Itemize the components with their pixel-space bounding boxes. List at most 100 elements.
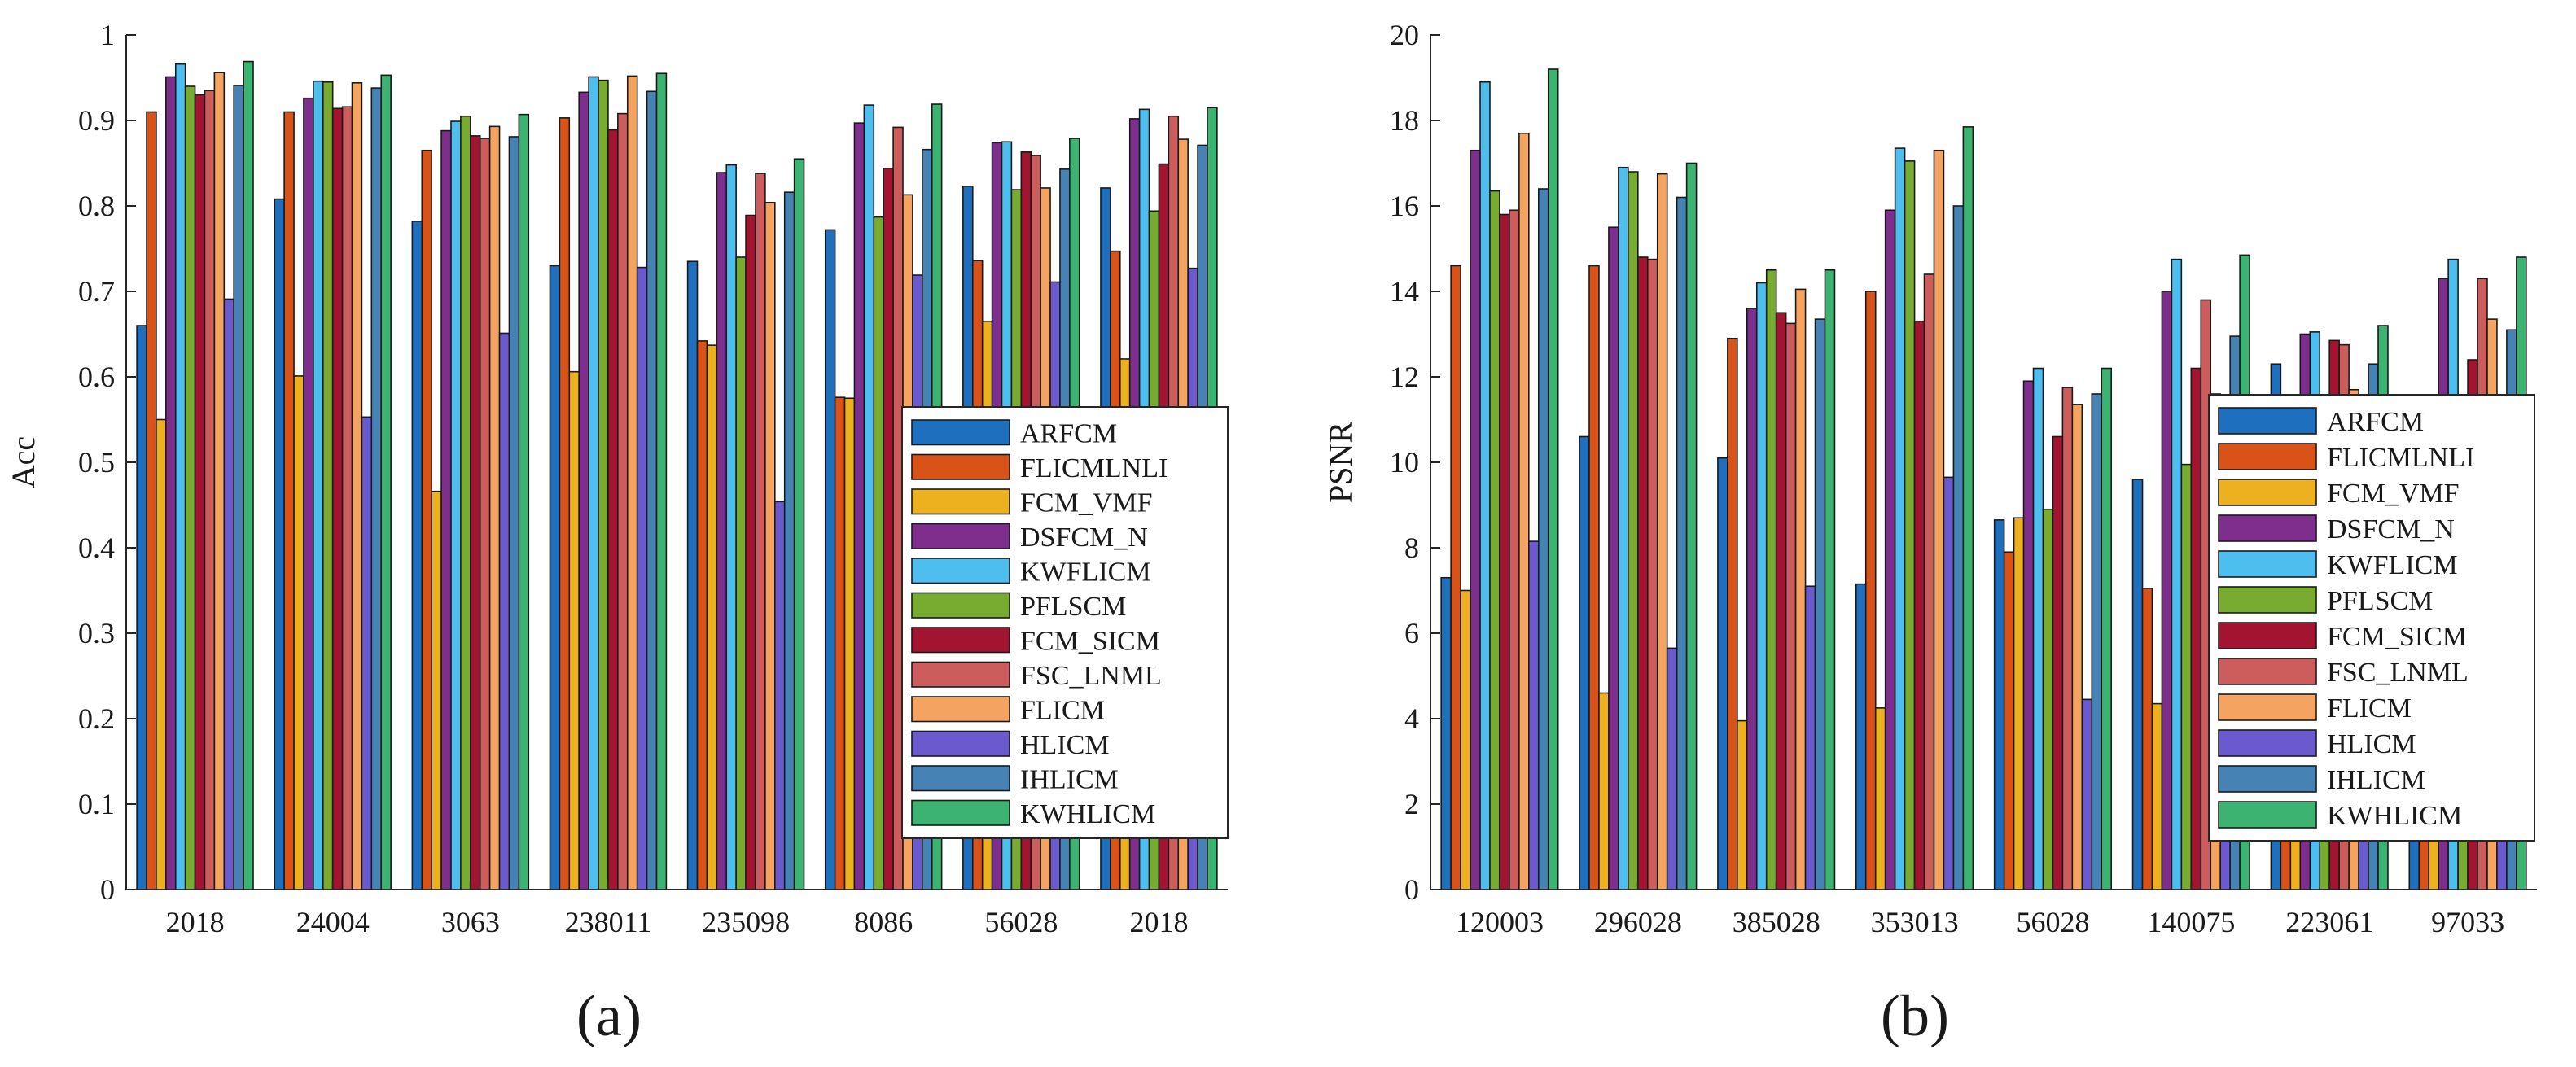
legend-swatch [911, 730, 1010, 757]
bar-flicm-385028 [1794, 288, 1807, 890]
bar-fcm-vmf-296028 [1598, 692, 1610, 890]
legend: ARFCM FLICMLNLI FCM_VMF DSFCM_N KWFLICM PFLSC… [2208, 394, 2535, 842]
y-tick-label: 0.7 [78, 275, 115, 308]
bar-fcm-vmf-3063 [431, 490, 442, 890]
x-tick-label: 3063 [441, 906, 500, 938]
bar-kwhlicm-2018 [243, 60, 254, 890]
bar-hlicm-235098 [773, 501, 786, 890]
bar-fsc-lnml-385028 [1785, 322, 1797, 890]
legend-swatch [911, 696, 1010, 723]
bar-kwhlicm-238011 [655, 72, 668, 890]
bar-pflscm-120003 [1489, 190, 1500, 890]
legend-swatch [911, 661, 1010, 688]
bar-kwhlicm-56028 [2101, 367, 2113, 890]
bar-kwhlicm-235098 [793, 158, 805, 890]
legend-label: IHLICM [2327, 765, 2425, 795]
bar-fsc-lnml-3063 [479, 138, 491, 890]
legend-label: DSFCM_N [2327, 514, 2455, 544]
bar-flicm-120003 [1518, 132, 1530, 890]
x-tick-label: 2018 [1129, 906, 1188, 938]
y-tick-label: 16 [1390, 190, 1419, 222]
legend-label: FSC_LNML [1020, 661, 1162, 691]
legend: ARFCM FLICMLNLI FCM_VMF DSFCM_N KWFLICM PFLSC… [901, 406, 1229, 839]
y-tick-label: 8 [1404, 531, 1419, 564]
bar-fcm-sicm-24004 [331, 107, 344, 890]
y-tick-label: 4 [1404, 702, 1419, 735]
bar-kwflicm-235098 [725, 164, 737, 890]
bar-fcm-sicm-385028 [1775, 312, 1787, 890]
bar-arfcm-235098 [686, 260, 699, 890]
bar-flicmlnli-140075 [2141, 588, 2153, 890]
bar-flicm-3063 [488, 125, 501, 890]
bar-flicm-56028 [2071, 404, 2083, 890]
legend-swatch [2218, 729, 2317, 757]
y-tick-label: 10 [1390, 446, 1419, 479]
x-tick-label: 24004 [296, 906, 370, 938]
bar-flicmlnli-2018 [146, 111, 157, 890]
bar-hlicm-56028 [2081, 698, 2093, 890]
bar-pflscm-140075 [2180, 463, 2193, 890]
x-tick-label: 56028 [984, 906, 1058, 938]
bar-fcm-vmf-2018 [156, 418, 167, 890]
bar-dsfcm-n-296028 [1608, 226, 1619, 890]
bar-ihlicm-24004 [370, 87, 383, 890]
bar-arfcm-2018 [136, 325, 147, 890]
bar-kwflicm-120003 [1479, 81, 1491, 890]
x-tick-label: 8086 [854, 906, 913, 938]
bar-kwflicm-8086 [863, 104, 875, 890]
legend-swatch [2218, 801, 2317, 829]
bar-fsc-lnml-24004 [341, 106, 353, 890]
x-tick-label: 97033 [2431, 906, 2504, 938]
legend-label: PFLSCM [1020, 592, 1126, 622]
bar-arfcm-56028 [1993, 519, 2005, 890]
bar-dsfcm-n-2018 [165, 76, 177, 890]
bar-dsfcm-n-3063 [440, 129, 452, 890]
bar-fcm-sicm-8086 [883, 168, 894, 890]
bar-arfcm-3063 [411, 221, 423, 890]
chart-panel-a: 0 0.1 0.2 0.3 0.4 0.5 0.6 0.7 0.8 0.9 1 Acc 2018 2400… [5, 19, 1229, 1048]
legend-label: ARFCM [2327, 407, 2424, 437]
bar-pflscm-235098 [735, 256, 747, 890]
bar-kwflicm-238011 [588, 76, 599, 890]
legend-label: KWHLICM [2327, 801, 2462, 831]
legend-swatch [911, 523, 1010, 549]
bar-flicmlnli-120003 [1450, 265, 1461, 890]
bar-flicmlnli-3063 [421, 149, 432, 890]
bar-fsc-lnml-238011 [617, 112, 629, 890]
bar-fcm-vmf-8086 [843, 397, 856, 890]
legend-label: PFLSCM [2327, 586, 2433, 616]
legend-label: FLICM [2327, 693, 2412, 724]
bar-dsfcm-n-120003 [1470, 149, 1481, 890]
legend-swatch [911, 765, 1010, 792]
bar-fcm-sicm-3063 [470, 135, 481, 890]
y-axis-label: PSNR [1322, 422, 1359, 503]
bar-hlicm-353013 [1943, 476, 1955, 890]
bar-arfcm-296028 [1579, 435, 1590, 890]
bar-pflscm-56028 [2042, 508, 2054, 890]
bar-pflscm-24004 [322, 81, 334, 890]
y-tick-label: 0.6 [78, 361, 115, 393]
legend-swatch [911, 419, 1010, 446]
legend-swatch [2218, 407, 2317, 435]
bar-flicmlnli-385028 [1727, 337, 1738, 890]
bar-fcm-vmf-56028 [2013, 517, 2025, 890]
bar-fcm-sicm-235098 [745, 214, 756, 890]
legend-label: IHLICM [1020, 764, 1119, 794]
y-tick-label: 14 [1390, 275, 1419, 308]
bar-fsc-lnml-296028 [1646, 258, 1658, 890]
legend-swatch [2218, 443, 2317, 470]
legend-label: HLICM [1020, 730, 1110, 760]
bar-dsfcm-n-24004 [303, 97, 314, 890]
x-tick-label: 140075 [2147, 906, 2235, 938]
bar-arfcm-140075 [2131, 479, 2144, 890]
bar-ihlicm-120003 [1537, 188, 1549, 890]
bar-fcm-vmf-140075 [2151, 702, 2163, 890]
chart-panel-b: 0 2 4 6 8 10 12 14 16 18 20 PSNR 120003 296028 385028 3… [1322, 19, 2537, 1048]
bar-hlicm-296028 [1666, 647, 1678, 890]
legend-label: FCM_VMF [2327, 479, 2460, 509]
legend-swatch [2218, 514, 2317, 542]
y-tick-label: 0.9 [78, 104, 115, 137]
bar-ihlicm-296028 [1676, 196, 1688, 890]
bar-fcm-sicm-238011 [607, 129, 619, 890]
legend-swatch [911, 453, 1010, 480]
